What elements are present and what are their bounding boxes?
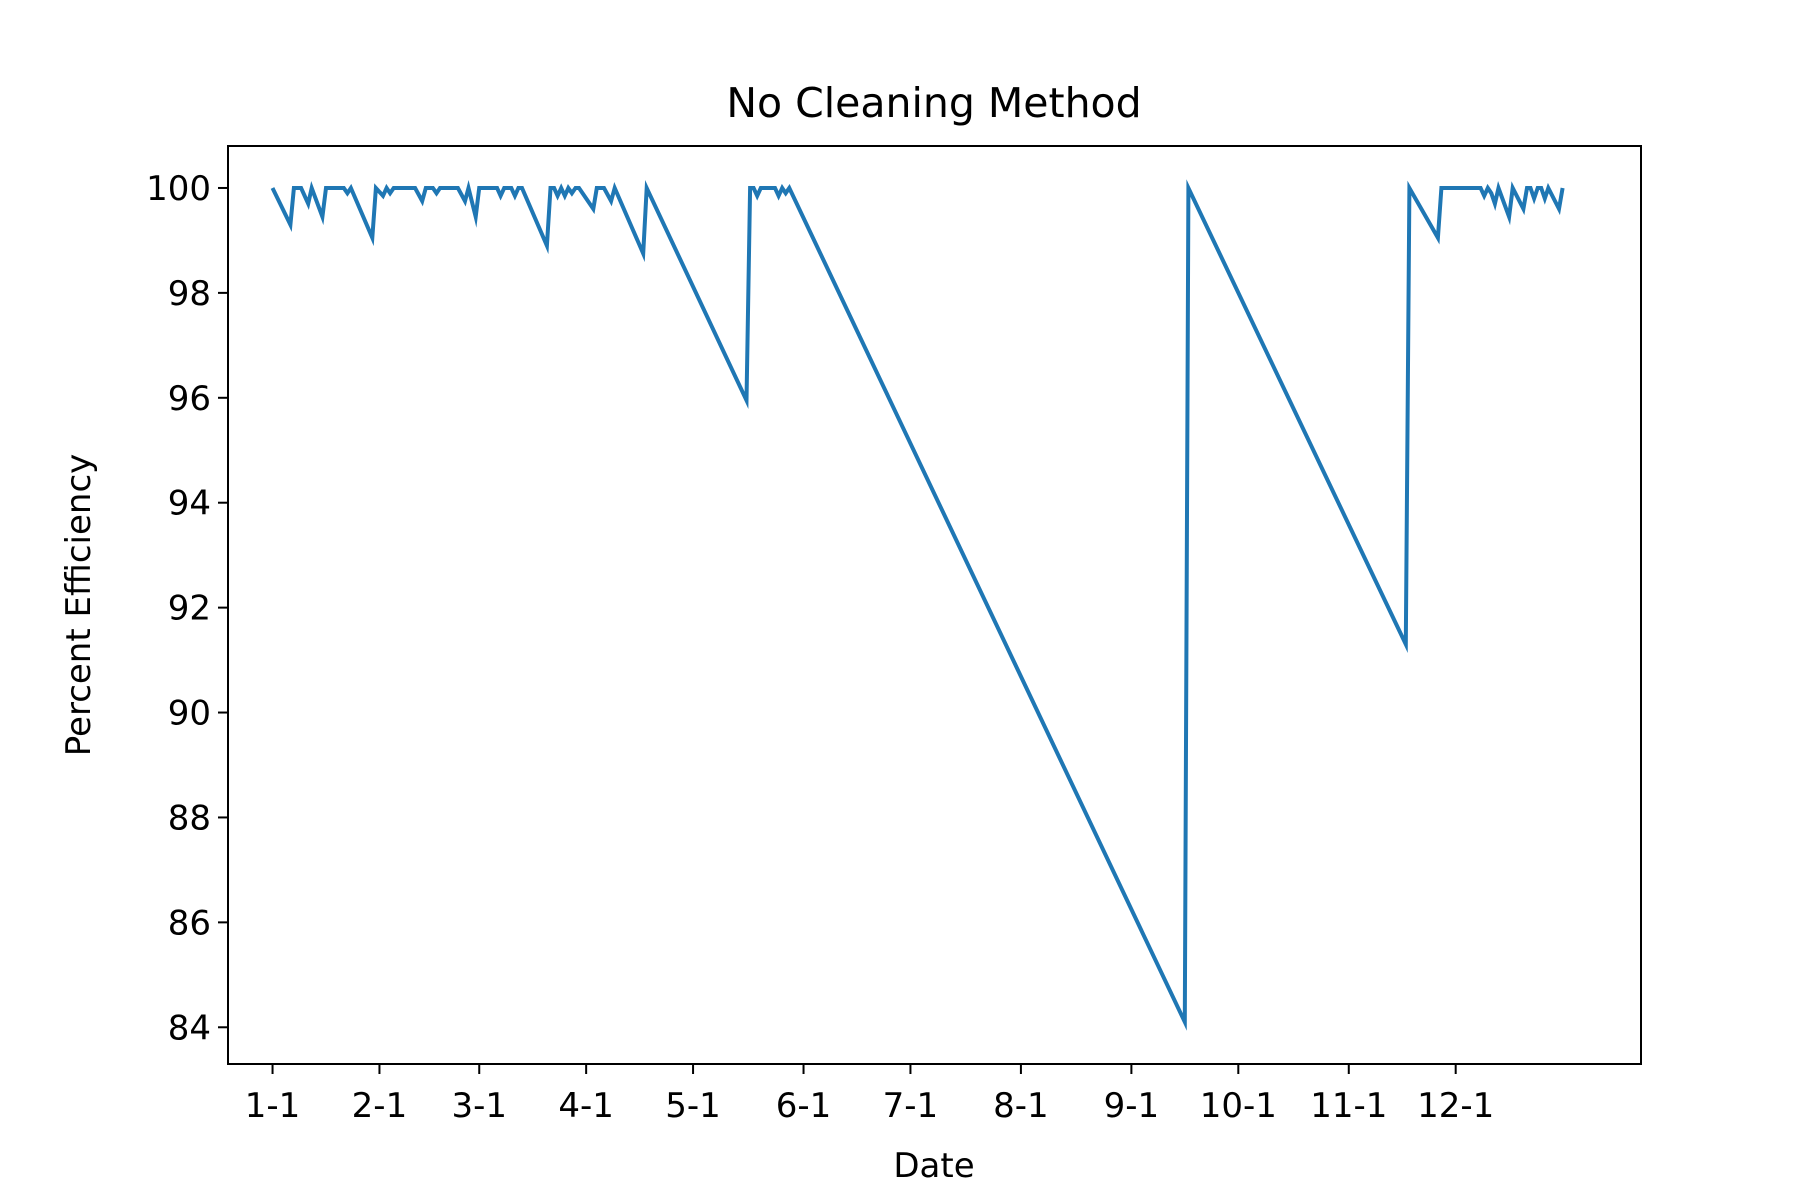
x-tick-label: 3-1 xyxy=(451,1086,507,1126)
y-tick-label: 98 xyxy=(168,274,211,314)
x-tick-label: 7-1 xyxy=(883,1086,939,1126)
y-tick-label: 90 xyxy=(168,694,211,734)
x-tick-label: 8-1 xyxy=(993,1086,1049,1126)
y-axis-label: Percent Efficiency xyxy=(59,454,99,757)
plot-area-frame xyxy=(227,145,1642,1065)
y-tick-label: 86 xyxy=(168,903,211,943)
x-tick-label: 12-1 xyxy=(1417,1086,1494,1126)
x-tick-label: 6-1 xyxy=(776,1086,832,1126)
series-line xyxy=(270,179,1565,1031)
x-tick-label: 4-1 xyxy=(558,1086,614,1126)
y-tick-label: 84 xyxy=(168,1008,211,1048)
series-layer xyxy=(270,179,1565,1031)
y-tick-label: 92 xyxy=(168,589,211,629)
y-tick-label: 94 xyxy=(168,484,211,524)
x-tick-label: 11-1 xyxy=(1310,1086,1387,1126)
y-tick-label: 100 xyxy=(146,169,211,209)
x-axis-ticks: 1-1 2-1 3-1 4-1 5-1 6-1 7-1 8-1 9-1 10-1 11-1 12-1 xyxy=(245,1064,1494,1126)
x-tick-label: 5-1 xyxy=(665,1086,721,1126)
y-tick-label: 88 xyxy=(168,798,211,838)
y-tick-label: 96 xyxy=(168,379,211,419)
y-axis-ticks: 84 86 88 90 92 94 96 98 100 xyxy=(146,169,228,1048)
x-tick-label: 2-1 xyxy=(352,1086,408,1126)
x-tick-label: 9-1 xyxy=(1104,1086,1160,1126)
x-axis-label: Date xyxy=(893,1146,974,1186)
x-tick-label: 1-1 xyxy=(245,1086,301,1126)
x-tick-label: 10-1 xyxy=(1200,1086,1277,1126)
chart-title: No Cleaning Method xyxy=(726,79,1141,127)
